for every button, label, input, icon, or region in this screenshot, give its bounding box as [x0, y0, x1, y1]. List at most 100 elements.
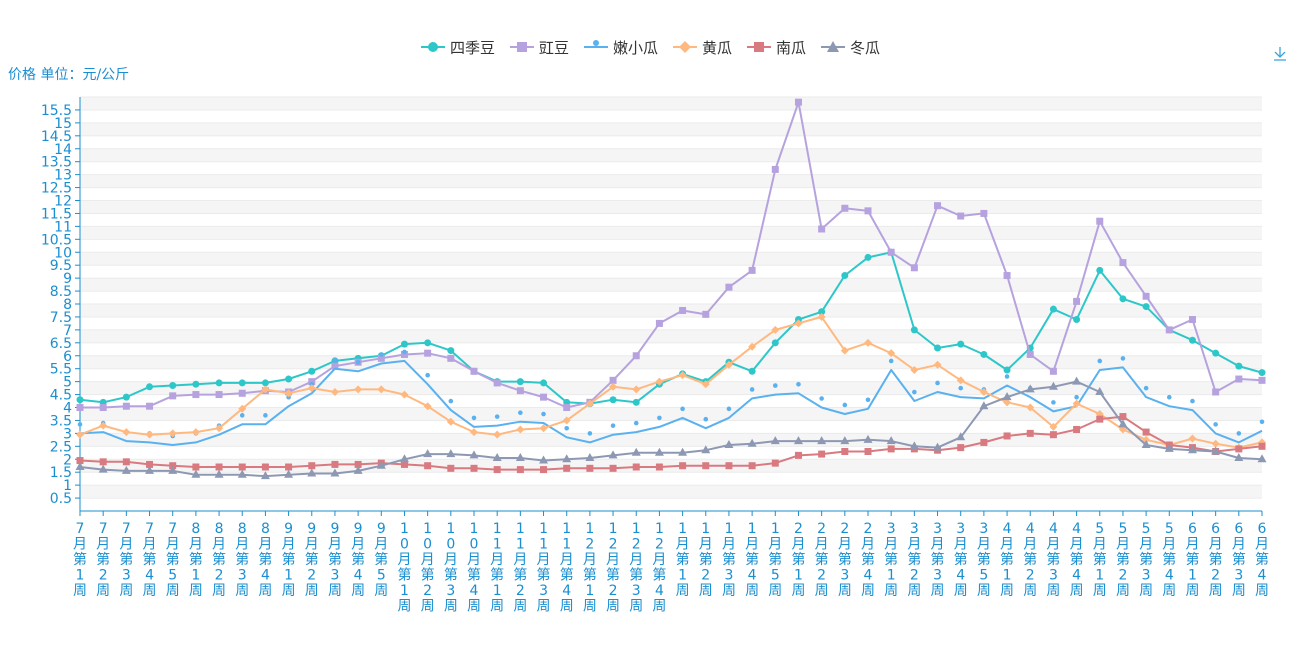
data-point-3 [215, 424, 224, 433]
data-point-1 [122, 402, 130, 410]
data-point-1 [980, 209, 988, 217]
y-tick-label: 10 [54, 245, 72, 261]
data-point-1 [1026, 350, 1034, 358]
data-point-0 [748, 367, 756, 375]
data-point-3 [446, 417, 455, 426]
data-point-2 [541, 411, 546, 417]
data-point-1 [725, 283, 733, 291]
data-point-5 [284, 469, 294, 478]
legend-symbol-icon [821, 41, 846, 52]
data-point-3 [238, 404, 247, 413]
legend-label: 冬瓜 [850, 38, 881, 57]
data-point-5 [817, 436, 827, 445]
data-point-3 [655, 377, 664, 386]
data-point-5 [886, 436, 896, 445]
data-point-5 [956, 432, 966, 441]
data-point-4 [308, 462, 316, 470]
data-point-3 [261, 385, 270, 394]
download-icon[interactable] [1270, 44, 1290, 64]
x-tick-label: 6 月第 4 周 [1255, 521, 1269, 599]
x-tick-label: 9 月第 5 周 [374, 521, 388, 599]
data-point-5 [1187, 445, 1197, 454]
grid-band [80, 355, 1262, 369]
data-point-5 [191, 469, 201, 478]
data-point-2 [77, 422, 83, 427]
legend-symbol-icon [509, 42, 534, 52]
data-point-5 [469, 450, 479, 459]
data-point-1 [934, 202, 942, 210]
x-tick-label: 1 月第 3 周 [722, 521, 736, 599]
data-point-4 [238, 463, 246, 471]
data-point-3 [1003, 398, 1012, 407]
data-point-0 [540, 379, 548, 387]
y-tick-label: 14.5 [41, 129, 72, 145]
data-point-0 [1212, 349, 1220, 357]
data-point-5 [979, 401, 989, 410]
legend-item[interactable]: 嫩小瓜 [583, 36, 658, 58]
data-point-0 [609, 396, 617, 404]
grid-band [80, 329, 1262, 343]
data-point-3 [423, 402, 432, 411]
legend-item[interactable]: 黄瓜 [672, 36, 732, 58]
y-tick-label: 12.5 [41, 181, 72, 197]
data-point-3 [307, 384, 316, 393]
x-tick-label: 8 月第 1 周 [189, 521, 203, 599]
x-tick-label: 2 月第 1 周 [791, 521, 805, 599]
data-point-3 [493, 430, 502, 439]
data-point-4 [146, 460, 154, 468]
legend-symbol-icon [747, 42, 772, 52]
data-point-2 [657, 415, 662, 421]
data-point-4 [1049, 431, 1057, 439]
data-point-2 [402, 349, 407, 355]
x-tick-label: 1 0 月第 2 周 [421, 521, 435, 615]
data-point-1 [632, 352, 640, 360]
x-tick-label: 8 月第 2 周 [212, 521, 226, 599]
data-point-4 [76, 457, 84, 465]
data-point-4 [354, 460, 362, 468]
x-tick-label: 7 月第 3 周 [119, 521, 133, 599]
data-point-5 [515, 452, 525, 461]
data-point-0 [1049, 305, 1057, 313]
data-point-4 [215, 463, 223, 471]
legend-item[interactable]: 豇豆 [509, 36, 569, 58]
data-point-4 [99, 458, 107, 466]
x-tick-label: 9 月第 2 周 [305, 521, 319, 599]
data-point-2 [1120, 356, 1126, 361]
data-point-0 [400, 340, 408, 348]
x-tick-label: 1 月第 1 周 [676, 521, 690, 599]
data-point-5 [654, 447, 664, 456]
data-point-3 [1188, 434, 1197, 443]
grid-band [80, 226, 1262, 240]
data-point-3 [1118, 425, 1127, 434]
data-point-2 [796, 381, 801, 387]
data-point-0 [238, 379, 246, 387]
legend-item[interactable]: 四季豆 [420, 36, 495, 58]
x-tick-label: 1 1 月第 3 周 [537, 521, 551, 615]
legend-item[interactable]: 南瓜 [746, 36, 806, 58]
data-point-5 [98, 464, 108, 473]
data-point-1 [841, 204, 849, 212]
data-point-2 [1074, 394, 1079, 400]
y-tick-label: 15.5 [41, 103, 72, 119]
data-point-1 [169, 392, 177, 400]
y-tick-label: 15 [54, 116, 72, 132]
series-line-5 [79, 380, 1263, 478]
data-point-5 [933, 442, 943, 451]
data-point-3 [354, 385, 363, 394]
data-point-4 [679, 462, 687, 470]
data-point-3 [979, 387, 988, 396]
data-point-5 [1211, 446, 1221, 455]
legend-item[interactable]: 冬瓜 [820, 36, 880, 58]
data-point-3 [910, 365, 919, 374]
data-point-0 [424, 339, 432, 347]
x-tick-label: 1 2 月第 1 周 [583, 521, 597, 615]
y-tick-label: 4 [63, 401, 72, 417]
data-point-2 [1259, 419, 1265, 425]
grid-band [80, 122, 1262, 136]
data-point-2 [263, 413, 268, 418]
data-point-4 [192, 463, 200, 471]
data-point-1 [516, 387, 524, 395]
data-point-4 [261, 463, 269, 471]
data-point-0 [1258, 369, 1266, 377]
x-tick-label: 1 0 月第 4 周 [467, 521, 481, 615]
